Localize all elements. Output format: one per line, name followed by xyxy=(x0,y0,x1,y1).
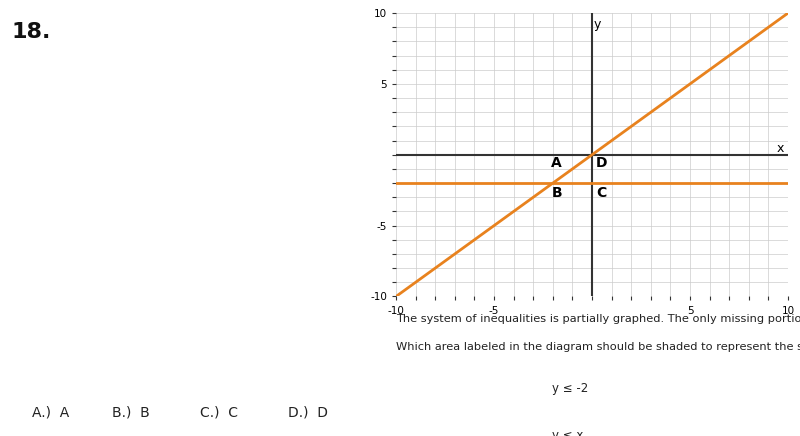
Text: A: A xyxy=(551,156,562,170)
Text: C.)  C: C.) C xyxy=(200,405,238,419)
Text: B.)  B: B.) B xyxy=(112,405,150,419)
Text: Which area labeled in the diagram should be shaded to represent the solution?: Which area labeled in the diagram should… xyxy=(396,342,800,352)
Text: 18.: 18. xyxy=(12,22,51,42)
Text: y ≤ -2: y ≤ -2 xyxy=(552,382,588,395)
Text: The system of inequalities is partially graphed. The only missing portion is the: The system of inequalities is partially … xyxy=(396,314,800,324)
Text: D.)  D: D.) D xyxy=(288,405,328,419)
Text: B: B xyxy=(551,186,562,200)
Text: y ≤ x: y ≤ x xyxy=(552,429,583,436)
Text: C: C xyxy=(597,186,607,200)
Text: D: D xyxy=(596,156,607,170)
Text: A.)  A: A.) A xyxy=(32,405,70,419)
Text: y: y xyxy=(594,18,601,31)
Text: x: x xyxy=(777,142,784,155)
